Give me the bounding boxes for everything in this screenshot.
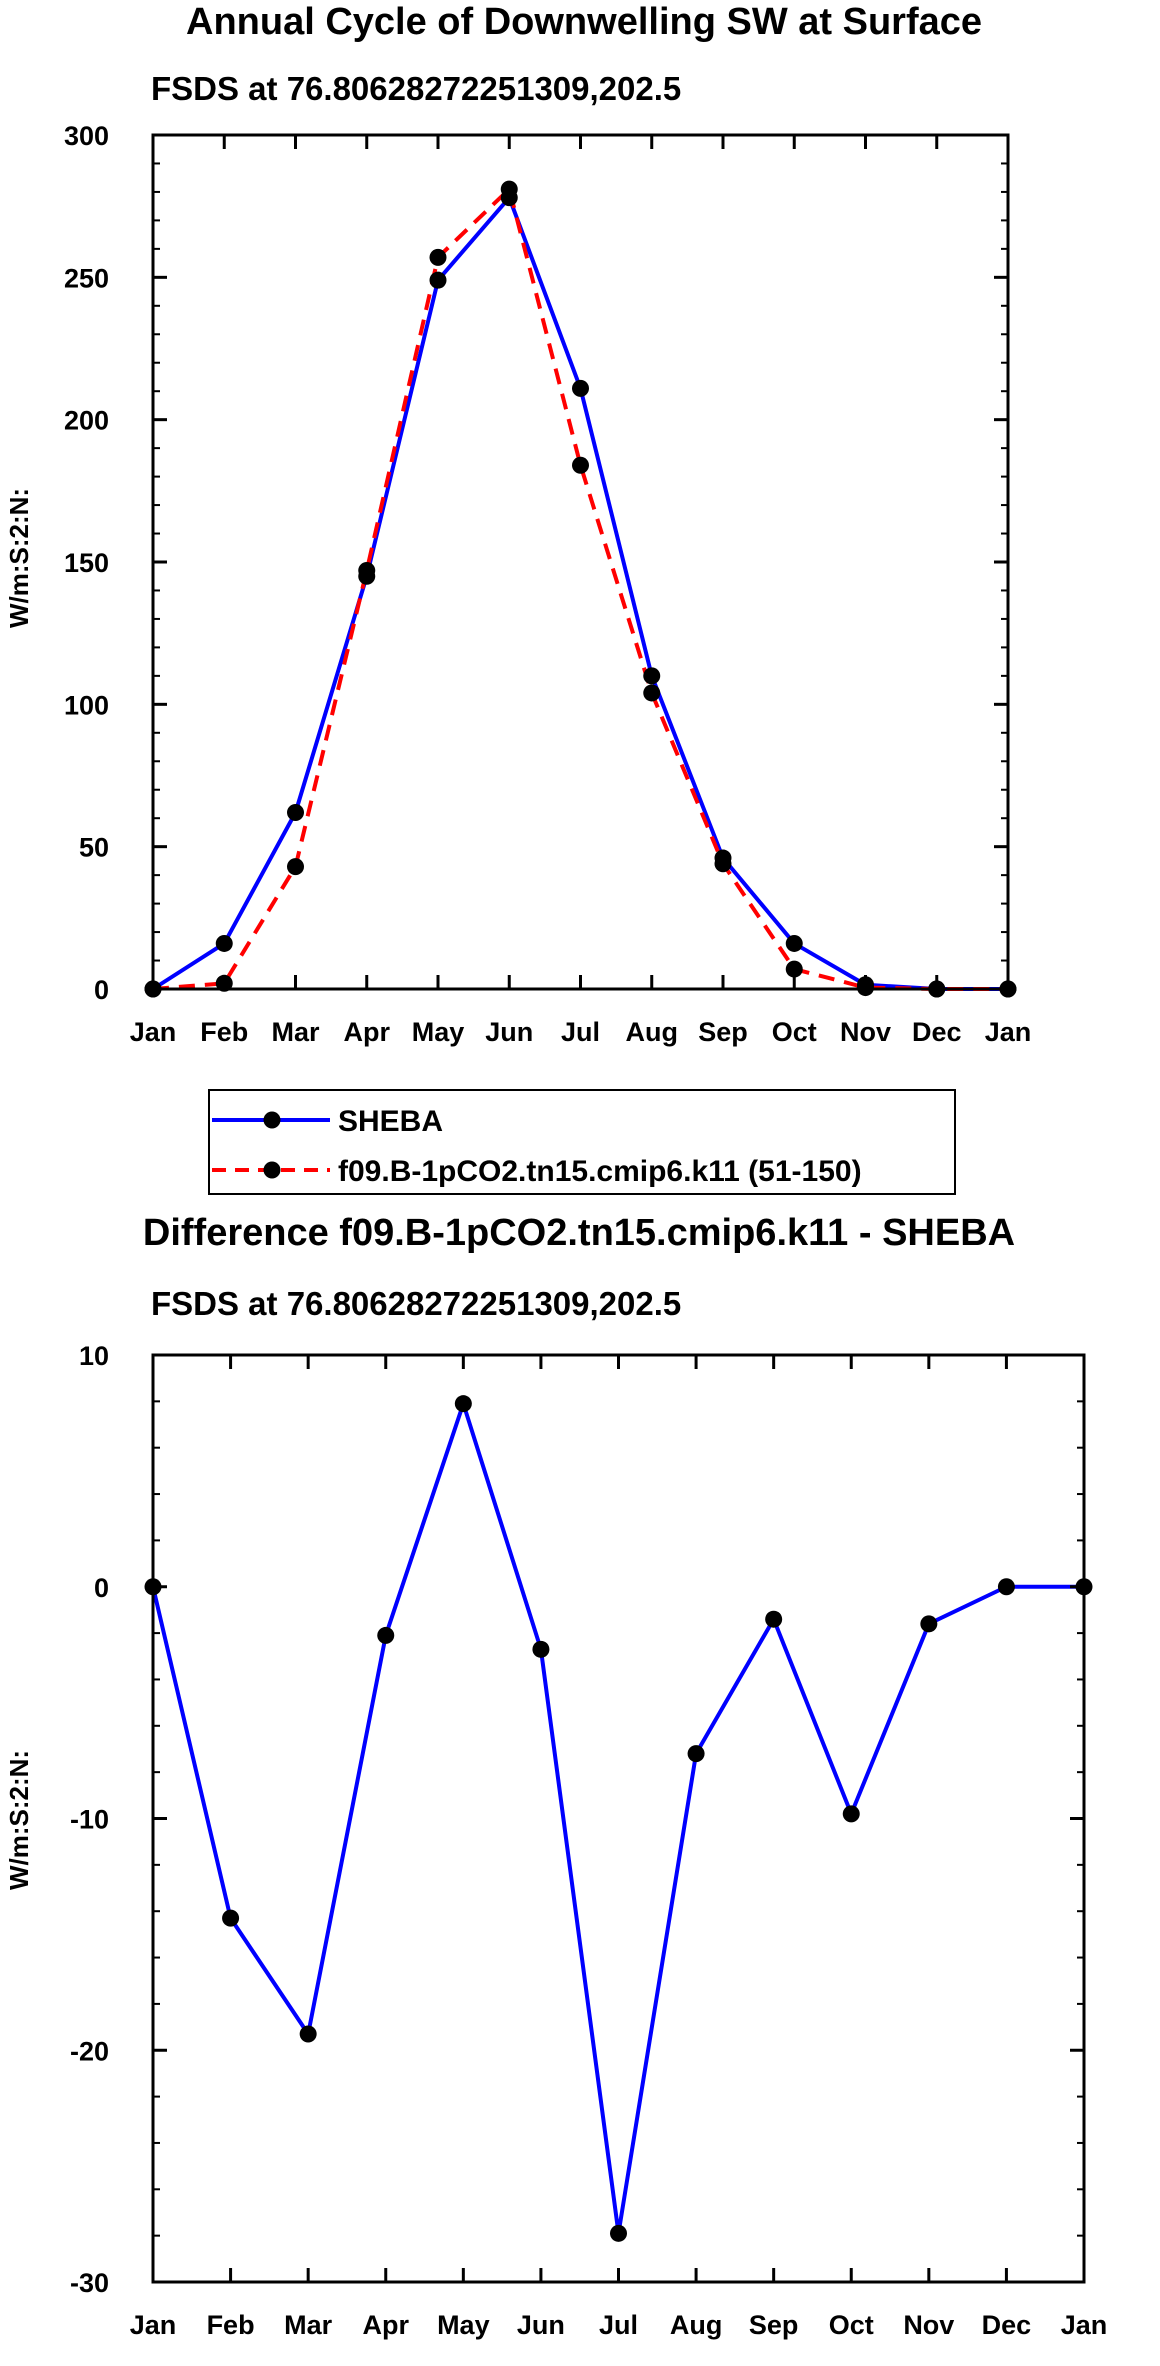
- chart1-subtitle: FSDS at 76.80628272251309,202.5: [151, 70, 681, 107]
- chart2-xtick-label: Jan: [130, 2310, 177, 2340]
- chart1-series-0-point: [215, 934, 233, 952]
- chart1-series-0-point: [287, 804, 304, 822]
- chart1-ylabel: W/m:S:2:N:: [4, 488, 34, 628]
- chart1-xtick-label: Jan: [130, 1017, 177, 1047]
- chart1-series-0-point: [429, 271, 447, 289]
- chart1-series-1-point: [643, 684, 661, 702]
- chart2-xtick-label: Sep: [749, 2310, 799, 2340]
- chart1-series-1-point: [572, 456, 589, 474]
- chart1-series-1-point: [500, 180, 518, 198]
- chart1-legend: SHEBA f09.B-1pCO2.tn15.cmip6.k11 (51-150…: [208, 1089, 956, 1195]
- chart2-series-0-point: [997, 1578, 1015, 1596]
- chart1-series-0-point: [572, 379, 589, 397]
- chart2-subtitle: FSDS at 76.80628272251309,202.5: [151, 1285, 681, 1322]
- chart1-plot-frame: [151, 133, 1010, 991]
- chart2-xtick-label: Dec: [982, 2310, 1032, 2340]
- chart2-xtick-label: May: [437, 2310, 490, 2340]
- chart2-series-0-point: [454, 1395, 472, 1413]
- chart2-xtick-label: Aug: [670, 2310, 722, 2340]
- chart1-ytick-label: 200: [64, 406, 109, 436]
- chart2-series-0-point: [532, 1640, 550, 1658]
- legend-box: [208, 1089, 956, 1195]
- chart2-series-0-point: [299, 2025, 317, 2043]
- chart1-series-1-point: [287, 858, 304, 876]
- chart2-ytick-label: 10: [79, 1341, 109, 1371]
- chart1-xtick-label: Jul: [561, 1017, 600, 1047]
- chart-annual-cycle: Annual Cycle of Downwelling SW at Surfac…: [4, 1, 1032, 1195]
- chart2-ytick-label: 0: [94, 1573, 109, 1603]
- chart1-xtick-label: Jan: [985, 1017, 1032, 1047]
- chart2-xtick-label: Feb: [207, 2310, 255, 2340]
- chart2-series-0-point: [222, 1909, 240, 1927]
- chart2-xtick-label: Oct: [829, 2310, 874, 2340]
- chart2-series-line-0: [151, 1401, 1084, 2236]
- chart1-series-1-point: [785, 960, 803, 978]
- chart2-series-0-point: [687, 1745, 705, 1763]
- chart2-series-0-point: [842, 1805, 860, 1823]
- chart2-plot-frame: [151, 1353, 1086, 2284]
- chart2-ytick-label: -30: [70, 2268, 109, 2298]
- chart2-title: Difference f09.B-1pCO2.tn15.cmip6.k11 - …: [143, 1212, 1015, 1254]
- chart1-xtick-label: Oct: [772, 1017, 817, 1047]
- chart1-series-line-0: [151, 195, 1008, 991]
- chart1-xtick-label: Aug: [626, 1017, 678, 1047]
- chart1-ytick-label: 150: [64, 548, 109, 578]
- chart2-series-0-point: [920, 1615, 938, 1633]
- chart1-xtick-label: Sep: [698, 1017, 748, 1047]
- chart1-xtick-label: Apr: [344, 1017, 391, 1047]
- chart1-ytick-label: 250: [64, 263, 109, 293]
- chart1-series-line-1: [152, 187, 1008, 991]
- chart2-ytick-label: -20: [70, 2036, 109, 2066]
- chart1-xtick-label: Feb: [200, 1017, 248, 1047]
- chart2-xtick-label: Jan: [1061, 2310, 1108, 2340]
- chart1-ytick-label: 300: [64, 121, 109, 151]
- legend-label-sheba: SHEBA: [338, 1105, 443, 1138]
- chart1-xtick-label: Mar: [271, 1017, 320, 1047]
- chart2-series-0-point: [377, 1626, 395, 1644]
- chart2-xtick-label: Mar: [284, 2310, 333, 2340]
- chart1-ytick-label: 100: [64, 690, 109, 720]
- chart2-series-0-point: [765, 1610, 783, 1628]
- chart1-xtick-label: May: [412, 1017, 465, 1047]
- chart2-ytick-label: -10: [70, 1805, 109, 1835]
- chart-difference: Difference f09.B-1pCO2.tn15.cmip6.k11 - …: [4, 1212, 1107, 2340]
- chart2-xtick-label: Jun: [517, 2310, 565, 2340]
- chart1-series-1-point: [714, 855, 732, 873]
- chart1-xtick-label: Nov: [840, 1017, 891, 1047]
- chart1-series-1-point: [429, 248, 447, 266]
- chart2-xtick-label: Nov: [903, 2310, 954, 2340]
- legend-marker-model: [263, 1161, 281, 1179]
- chart2-ylabel: W/m:S:2:N:: [4, 1750, 34, 1890]
- chart1-xtick-label: Dec: [912, 1017, 962, 1047]
- chart1-series-1-point: [358, 562, 376, 580]
- chart1-xtick-label: Jun: [485, 1017, 533, 1047]
- legend-label-model: f09.B-1pCO2.tn15.cmip6.k11 (51-150): [338, 1155, 862, 1188]
- chart1-ytick-label: 0: [94, 975, 109, 1005]
- chart1-series-0-point: [785, 934, 803, 952]
- chart1-title: Annual Cycle of Downwelling SW at Surfac…: [186, 1, 982, 43]
- chart1-series-0-point: [643, 667, 661, 685]
- chart2-xtick-label: Apr: [363, 2310, 410, 2340]
- legend-marker-sheba: [263, 1111, 281, 1129]
- chart2-xtick-label: Jul: [599, 2310, 638, 2340]
- chart2-series-0-point: [610, 2224, 627, 2242]
- chart1-ytick-label: 50: [79, 833, 109, 863]
